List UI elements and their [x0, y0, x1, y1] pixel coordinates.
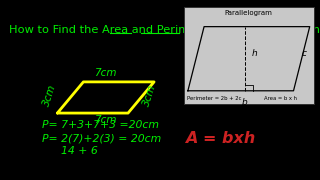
Text: How to Find the Area and Perimeter of a Parallelogram: How to Find the Area and Perimeter of a … [9, 25, 319, 35]
Text: 14 + 6: 14 + 6 [61, 146, 98, 156]
Text: P= 2(7)+2(3) = 20cm: P= 2(7)+2(3) = 20cm [43, 134, 162, 144]
Text: A = bxh: A = bxh [185, 131, 255, 146]
Text: 3cm: 3cm [41, 83, 57, 107]
Text: 7cm: 7cm [94, 115, 117, 125]
Text: Perimeter = 2b + 2c: Perimeter = 2b + 2c [187, 96, 241, 102]
Text: Area = b x h: Area = b x h [264, 96, 297, 102]
Text: h: h [252, 49, 257, 58]
Text: b: b [242, 98, 248, 107]
Text: c: c [302, 49, 307, 58]
Text: P= 7+3+7+3 =20cm: P= 7+3+7+3 =20cm [43, 120, 159, 130]
Text: 3cm: 3cm [141, 83, 158, 107]
Text: Parallelogram: Parallelogram [225, 10, 273, 16]
Text: 7cm: 7cm [94, 68, 117, 78]
